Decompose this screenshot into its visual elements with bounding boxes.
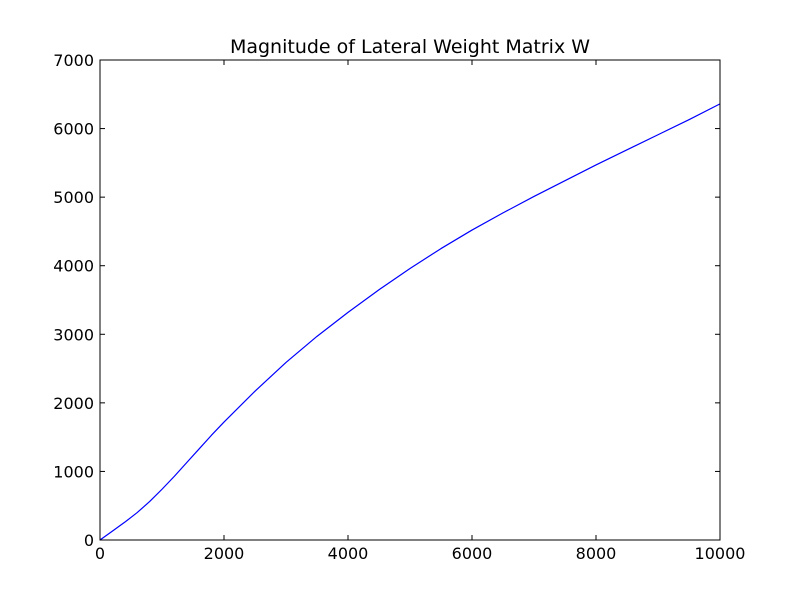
x-tick-label: 10000 [695,544,746,563]
chart-title: Magnitude of Lateral Weight Matrix W [230,36,590,58]
y-tick-label: 2000 [53,394,94,413]
y-tick-label: 5000 [53,188,94,207]
y-tick-label: 6000 [53,120,94,139]
y-tick-label: 7000 [53,51,94,70]
series-layer [99,103,721,541]
y-tick-label: 1000 [53,462,94,481]
y-tick-label: 3000 [53,325,94,344]
y-tick-label: 4000 [53,257,94,276]
x-tick-label: 6000 [452,544,493,563]
x-tick-label: 4000 [328,544,369,563]
x-tick-label: 0 [95,544,105,563]
x-tick-label: 2000 [204,544,245,563]
series-line-0 [99,103,721,541]
tick-layer: 0 2000 4000 6000 8000 10000 0 1000 2000 3000 4000 5… [53,51,745,563]
x-tick-label: 8000 [576,544,617,563]
plot-frame [99,59,721,541]
y-tick-label: 0 [84,531,94,550]
